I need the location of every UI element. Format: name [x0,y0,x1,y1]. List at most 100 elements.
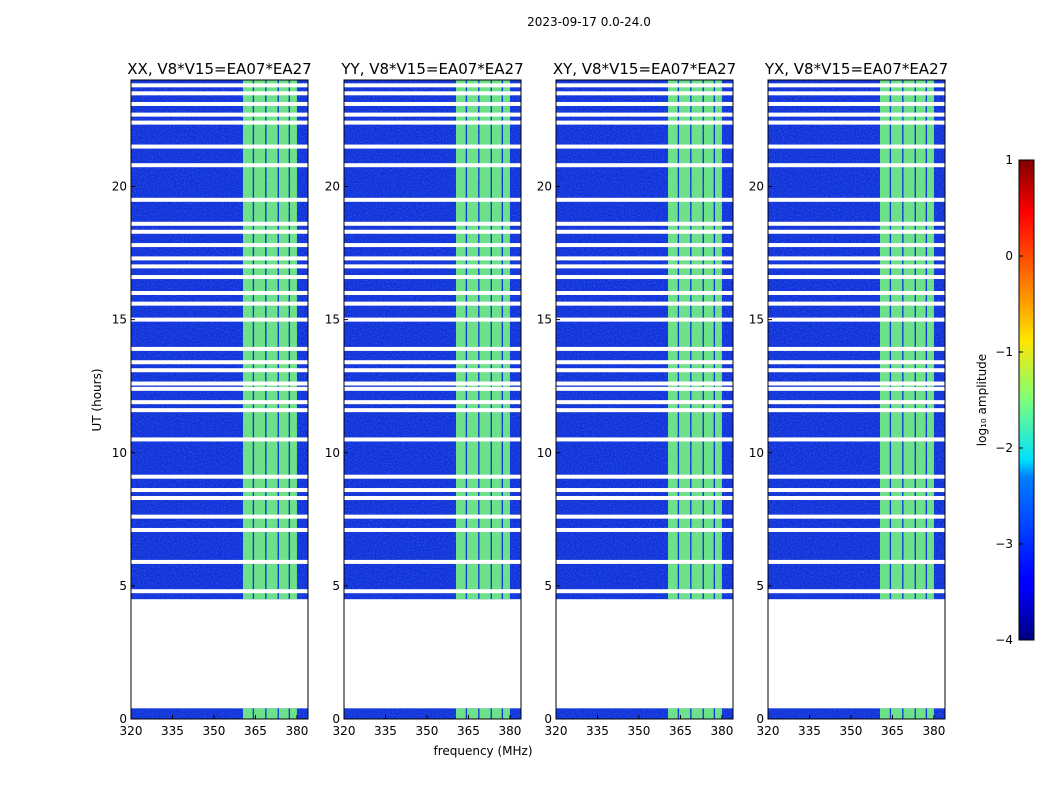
flagged-row [344,229,521,234]
flagged-row [556,291,733,295]
flagged-row [768,527,945,532]
bright-subband [503,80,510,600]
flagged-row [768,360,945,365]
flagged-row [344,197,521,202]
bright-subband [691,80,703,600]
flagged-row [768,144,945,149]
panel-frame [130,79,309,720]
flagged-row [556,360,733,365]
y-tick-label: 15 [325,313,340,327]
x-tick-label: 350 [840,724,863,738]
bright-subband [491,708,502,719]
bright-subband [479,708,491,719]
flagged-row [131,437,308,442]
flagged-row [131,360,308,365]
y-tick-label: 20 [537,180,552,194]
x-tick-label: 380 [710,724,733,738]
bright-subband [703,80,714,600]
flagged-row [556,101,733,106]
flagged-row [344,488,521,493]
flagged-row [344,91,521,96]
bright-subband [479,80,491,600]
noise-texture [768,708,945,719]
flagged-row [131,112,308,117]
x-tick-label: 320 [333,724,356,738]
flagged-row [556,163,733,168]
panel-title: YY, V8*V15=EA07*EA27 [340,60,523,78]
flagged-row [768,112,945,117]
flagged-row [344,83,521,88]
flagged-row [768,221,945,226]
flagged-row [768,83,945,88]
flagged-row [556,275,733,280]
flagged-row [768,474,945,479]
colorbar-tick-label: −2 [995,441,1013,455]
flagged-row [131,264,308,269]
y-tick-label: 10 [749,446,764,460]
bright-subband [290,708,297,719]
colorbar-gradient [1018,159,1035,641]
panel-title: XY, V8*V15=EA07*EA27 [553,60,736,78]
flagged-row [344,120,521,125]
y-tick-label: 5 [332,579,340,593]
panel-title: YX, V8*V15=EA07*EA27 [764,60,948,78]
flagged-row [556,301,733,306]
colorbar-tick-label: 0 [1005,249,1013,263]
flagged-row [556,346,733,351]
flagged-row [131,275,308,280]
flagged-row [768,291,945,295]
flagged-row [344,527,521,532]
x-tick-label: 380 [285,724,308,738]
flagged-row [131,301,308,306]
flagged-row [131,144,308,149]
y-tick-label: 20 [112,180,127,194]
flagged-row [131,514,308,519]
panel-yy: YY, V8*V15=EA07*EA27 320 335 350 365 380 0 5 10 1… [325,60,524,738]
bright-subband [903,708,915,719]
flagged-row [131,91,308,96]
x-tick-label: 365 [244,724,267,738]
flagged-row [768,317,945,322]
noise-texture [344,708,521,719]
flagged-row [131,386,308,391]
bright-subband [927,80,934,600]
y-tick-label: 20 [325,180,340,194]
flagged-row [344,496,521,501]
flagged-row [131,488,308,493]
bright-subband [703,708,714,719]
flagged-row [344,101,521,106]
flagged-row [131,346,308,351]
bright-subband [491,80,502,600]
x-tick-label: 320 [120,724,143,738]
x-tick-label: 335 [586,724,609,738]
flagged-row [556,112,733,117]
x-tick-label: 335 [798,724,821,738]
flagged-row [344,301,521,306]
bright-subband [467,80,479,600]
colorbar-tick-label: −3 [995,537,1013,551]
flagged-row [131,120,308,125]
flagged-row [556,264,733,269]
flagged-row [344,514,521,519]
bright-subband [903,80,915,600]
flagged-row [768,386,945,391]
flagged-row [344,243,521,248]
flagged-row [344,408,521,413]
flagged-row [344,317,521,322]
flagged-row [556,317,733,322]
y-tick-label: 5 [544,579,552,593]
bright-subband [715,708,722,719]
flagged-row [131,381,308,386]
flagged-row [556,527,733,532]
flagged-row [556,221,733,226]
flagged-row [344,144,521,149]
flagged-row [344,437,521,442]
flagged-row [131,163,308,168]
flagged-row [768,120,945,125]
y-tick-label: 0 [756,712,764,726]
x-tick-label: 320 [545,724,568,738]
y-tick-label: 5 [119,579,127,593]
flagged-row [131,221,308,226]
flagged-row [556,386,733,391]
